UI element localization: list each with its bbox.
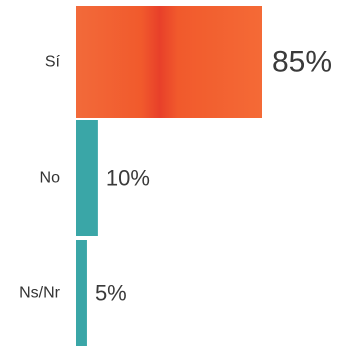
category-label-no: No	[40, 170, 61, 187]
value-label-no: 10%	[106, 166, 150, 191]
category-label-si: Sí	[45, 54, 61, 71]
bar-nsnr	[76, 240, 87, 346]
value-label-nsnr: 5%	[95, 281, 127, 306]
value-label-si: 85%	[272, 46, 332, 79]
value-labels-group: 85% 10% 5%	[95, 46, 332, 306]
bars-group	[76, 6, 262, 346]
category-labels-group: Sí No Ns/Nr	[19, 54, 61, 302]
category-label-nsnr: Ns/Nr	[19, 285, 61, 302]
bar-si	[76, 6, 262, 118]
bar-no	[76, 120, 98, 236]
